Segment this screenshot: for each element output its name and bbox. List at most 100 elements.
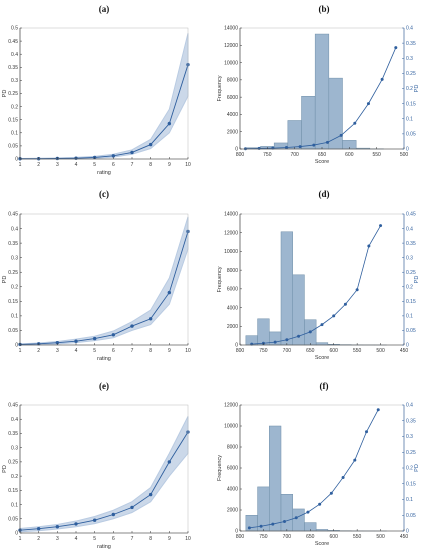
- panel-b: (b)800 750 700 650 600 550 5000200040006000800…: [217, 4, 420, 165]
- x-tick-label: 700: [283, 534, 292, 540]
- x-tick-label: 9: [168, 348, 171, 354]
- panel-label: (f): [320, 381, 329, 391]
- x-tick-label: 750: [263, 152, 272, 158]
- x-tick-label: 9: [168, 162, 171, 168]
- axes-box: [19, 213, 189, 346]
- x-tick-label: 6: [112, 348, 115, 354]
- pd-point: [355, 288, 359, 292]
- panel-label: (c): [99, 189, 109, 199]
- data-point: [148, 492, 153, 497]
- x-tick-label: 650: [306, 348, 315, 354]
- y-tick-label: 2000: [227, 129, 238, 135]
- y2-tick-label: 0.1: [406, 116, 413, 122]
- y-tick-label: 2000: [227, 508, 238, 514]
- x-tick-label: 5: [93, 348, 96, 354]
- y-tick-label: 0.45: [8, 39, 18, 45]
- data-point: [167, 290, 172, 295]
- y2-tick-label: 0.05: [406, 513, 416, 519]
- data-point: [92, 336, 97, 341]
- x-tick-label: 550: [353, 534, 362, 540]
- y-tick-label: 10000: [224, 60, 238, 66]
- x-tick-label: 1: [19, 348, 22, 354]
- confidence-band: [19, 33, 189, 160]
- pd-point: [365, 430, 369, 434]
- pd-point: [343, 302, 347, 306]
- y2-tick-label: 0.25: [406, 71, 416, 77]
- y-tick-label: 0.1: [11, 502, 18, 508]
- y-tick-label: 10000: [224, 249, 238, 255]
- x-tick-label: 500: [376, 348, 385, 354]
- x-tick-label: 650: [306, 534, 315, 540]
- y-tick-label: 14000: [224, 212, 238, 218]
- histogram-bar: [315, 342, 329, 346]
- y-tick-label: 0.1: [11, 314, 18, 320]
- x-tick-label: 10: [185, 536, 191, 542]
- panel-label: (b): [319, 4, 330, 14]
- y-tick-label: 8000: [227, 268, 238, 274]
- histogram-bar: [257, 318, 270, 346]
- x-tick-label: 650: [318, 152, 327, 158]
- data-point: [130, 324, 134, 328]
- x-tick-label: 7: [131, 162, 134, 168]
- y-tick-label: 0.05: [8, 516, 18, 522]
- y-tick-label: 12000: [224, 43, 238, 49]
- pd-point: [376, 408, 380, 412]
- x-tick-label: 600: [330, 348, 339, 354]
- y-tick-label: 0.35: [8, 431, 18, 437]
- x-tick-label: 600: [345, 152, 354, 158]
- pd-point: [257, 146, 261, 150]
- y-axis-title: Frequency: [217, 75, 223, 101]
- x-tick-label: 9: [168, 536, 171, 542]
- pd-point: [285, 338, 289, 342]
- data-point: [167, 460, 172, 464]
- y-tick-label: 0.4: [11, 417, 18, 423]
- pd-point: [243, 147, 247, 151]
- pd-point: [247, 526, 251, 530]
- pd-point: [367, 244, 371, 248]
- y-tick-label: 6000: [227, 466, 238, 472]
- x-tick-label: 450: [400, 348, 409, 354]
- x-tick-label: 800: [236, 534, 245, 540]
- axes-box: [19, 27, 189, 160]
- y-tick-label: 0.25: [8, 460, 18, 466]
- x-tick-label: 450: [400, 534, 409, 540]
- y-tick-label: 6000: [227, 287, 238, 293]
- x-tick-label: 10: [185, 348, 191, 354]
- pd-point: [283, 520, 287, 524]
- y-tick-label: 0: [15, 157, 18, 163]
- y-tick-label: 0.45: [8, 212, 18, 218]
- y2-tick-label: 0.3: [406, 434, 413, 440]
- y-axis-title: Frequency: [217, 266, 223, 292]
- y2-tick-label: 0.15: [406, 481, 416, 487]
- y2-axis-title: PD: [414, 464, 420, 472]
- x-tick-label: 4: [75, 162, 78, 168]
- x-axis-title: Score: [315, 355, 329, 361]
- x-tick-label: 2: [37, 536, 40, 542]
- pd-point: [353, 458, 357, 462]
- data-point: [55, 525, 60, 529]
- y2-axis-title: PD: [414, 85, 420, 93]
- y-tick-label: 0: [235, 343, 238, 349]
- pd-point: [379, 224, 383, 228]
- y2-tick-label: 0.05: [406, 132, 416, 138]
- x-tick-label: 6: [112, 536, 115, 542]
- y2-tick-label: 0.1: [406, 497, 413, 503]
- x-tick-label: 750: [259, 348, 268, 354]
- x-tick-label: 550: [372, 152, 381, 158]
- y2-tick-label: 0.15: [406, 101, 416, 107]
- panel-c: (c) 1 2 3 4 5 6 7 8 9 10 0 0.05 0.1 0.15 0.2 0.25 0.3 0.35…: [2, 189, 191, 362]
- y-tick-label: 4000: [227, 487, 238, 493]
- y-axis-title: PD: [2, 276, 8, 284]
- y2-axis-title: PD: [414, 276, 420, 284]
- x-tick-label: 7: [131, 348, 134, 354]
- data-point: [111, 333, 116, 337]
- pd-point: [298, 145, 302, 149]
- pd-curve: [245, 47, 397, 150]
- histogram-bar: [245, 515, 258, 532]
- pd-curve: [249, 409, 379, 529]
- data-point: [111, 512, 116, 517]
- panel-label: (a): [99, 4, 110, 14]
- pd-line: [20, 64, 189, 160]
- x-tick-label: 800: [236, 152, 245, 158]
